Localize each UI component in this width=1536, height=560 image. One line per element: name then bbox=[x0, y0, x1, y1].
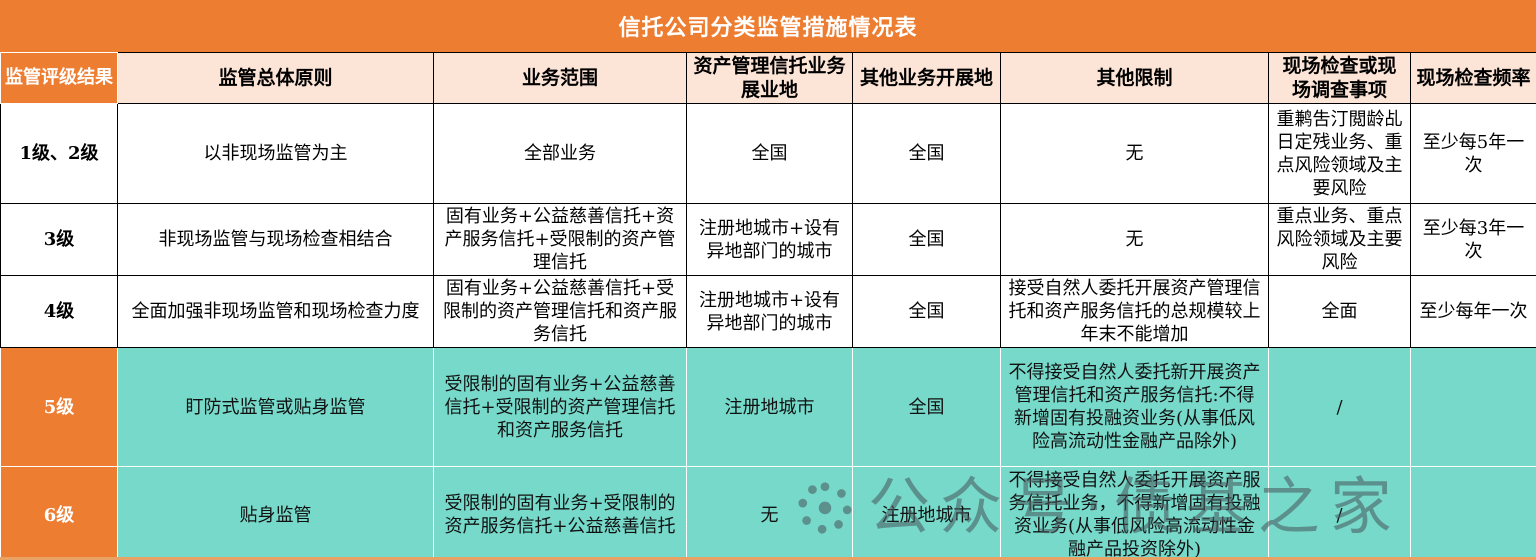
level-cell: 1级、2级 bbox=[0, 103, 118, 204]
header-cell-asset-area: 资产管理信托业务展业地 bbox=[686, 52, 853, 104]
table-cell-limits: 无 bbox=[1000, 103, 1269, 204]
table-cell-frequency: 至少每年一次 bbox=[1410, 275, 1536, 348]
table-cell-other-area: 全国 bbox=[852, 103, 1001, 204]
table-cell-principle: 非现场监管与现场检查相结合 bbox=[117, 203, 434, 276]
table-cell-frequency bbox=[1410, 347, 1536, 467]
table-bottom-border bbox=[0, 557, 1536, 560]
table-cell-scope: 全部业务 bbox=[433, 103, 687, 204]
header-cell-frequency: 现场检查频率 bbox=[1410, 52, 1536, 104]
table-cell-inspection: / bbox=[1268, 347, 1411, 467]
table-cell-other-area: 注册地城市 bbox=[852, 466, 1001, 560]
page-title: 信托公司分类监管措施情况表 bbox=[618, 16, 918, 41]
table-cell-frequency: 至少每3年一次 bbox=[1410, 203, 1536, 276]
header-cell-rating: 监管评级结果 bbox=[0, 52, 118, 104]
header-row: 监管评级结果 监管总体原则 业务范围 资产管理信托业务展业地 其他业务开展地 其… bbox=[0, 52, 1536, 104]
table-cell-limits: 接受自然人委托开展资产管理信托和资产服务信托的总规模较上年末不能增加 bbox=[1000, 275, 1269, 348]
table-cell-limits: 无 bbox=[1000, 203, 1269, 276]
header-cell-other-area: 其他业务开展地 bbox=[852, 52, 1001, 104]
header-cell-principle: 监管总体原则 bbox=[117, 52, 434, 104]
table-title-bar: 信托公司分类监管措施情况表 bbox=[0, 0, 1536, 52]
table-cell-scope: 固有业务+公益慈善信托+资产服务信托+受限制的资产管理信托 bbox=[433, 203, 687, 276]
table-cell-inspection: / bbox=[1268, 466, 1411, 560]
table-cell-asset-area: 全国 bbox=[686, 103, 853, 204]
table-cell-principle: 盯防式监管或贴身监管 bbox=[117, 347, 434, 467]
table-cell-inspection: 全面 bbox=[1268, 275, 1411, 348]
level-cell: 6级 bbox=[0, 466, 118, 560]
table-cell-principle: 贴身监管 bbox=[117, 466, 434, 560]
table-cell-other-area: 全国 bbox=[852, 203, 1001, 276]
table-cell-principle: 全面加强非现场监管和现场检查力度 bbox=[117, 275, 434, 348]
table-row-level-6: 6级 贴身监管 受限制的固有业务+受限制的资产服务信托+公益慈善信托 无 注册地… bbox=[0, 466, 1536, 560]
table-cell-frequency: 至少每5年一次 bbox=[1410, 103, 1536, 204]
table-cell-inspection: 重点业务、重点风险领域及主要风险 bbox=[1268, 203, 1411, 276]
header-cell-limits: 其他限制 bbox=[1000, 52, 1269, 104]
table-cell-principle: 以非现场监管为主 bbox=[117, 103, 434, 204]
table-row-level-1-2: 1级、2级 以非现场监管为主 全部业务 全国 全国 无 重鹣吿汀閲龄乩日定残业务… bbox=[0, 103, 1536, 204]
table-cell-inspection: 重鹣吿汀閲龄乩日定残业务、重点风险领域及主要风险 bbox=[1268, 103, 1411, 204]
regulation-table: 监管评级结果 监管总体原则 业务范围 资产管理信托业务展业地 其他业务开展地 其… bbox=[0, 52, 1536, 560]
table-cell-limits: 不得接受自然人委托新开展资产管理信托和资产服务信托:不得新增固有投融资业务(从事… bbox=[1000, 347, 1269, 467]
table-cell-limits: 不得接受自然人委托开展资产服务信托业务，不得新增固有投融资业务(从事低风险高流动… bbox=[1000, 466, 1269, 560]
table-cell-asset-area: 注册地城市+设有异地部门的城市 bbox=[686, 275, 853, 348]
table-row-level-5: 5级 盯防式监管或贴身监管 受限制的固有业务+公益慈善信托+受限制的资产管理信托… bbox=[0, 347, 1536, 467]
table-cell-asset-area: 注册地城市+设有异地部门的城市 bbox=[686, 203, 853, 276]
table-cell-asset-area: 无 bbox=[686, 466, 853, 560]
table-row-level-3: 3级 非现场监管与现场检查相结合 固有业务+公益慈善信托+资产服务信托+受限制的… bbox=[0, 203, 1536, 276]
table-cell-asset-area: 注册地城市 bbox=[686, 347, 853, 467]
table-cell-scope: 受限制的固有业务+受限制的资产服务信托+公益慈善信托 bbox=[433, 466, 687, 560]
table-cell-scope: 固有业务+公益慈善信托+受限制的资产管理信托和资产服务信托 bbox=[433, 275, 687, 348]
table-cell-other-area: 全国 bbox=[852, 347, 1001, 467]
level-cell: 3级 bbox=[0, 203, 118, 276]
level-cell: 5级 bbox=[0, 347, 118, 467]
level-cell: 4级 bbox=[0, 275, 118, 348]
table-cell-scope: 受限制的固有业务+公益慈善信托+受限制的资产管理信托和资产服务信托 bbox=[433, 347, 687, 467]
table-row-level-4: 4级 全面加强非现场监管和现场检查力度 固有业务+公益慈善信托+受限制的资产管理… bbox=[0, 275, 1536, 348]
table-cell-frequency bbox=[1410, 466, 1536, 560]
header-cell-inspection: 现场检查或现场调查事项 bbox=[1268, 52, 1411, 104]
table-cell-other-area: 全国 bbox=[852, 275, 1001, 348]
header-cell-scope: 业务范围 bbox=[433, 52, 687, 104]
